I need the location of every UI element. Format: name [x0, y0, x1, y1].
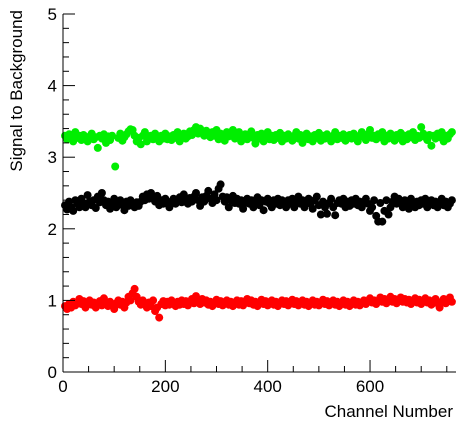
series-1-point-157: [382, 196, 391, 205]
series-0-point-16: [93, 143, 102, 152]
series-1-point-151: [370, 196, 379, 205]
series-1-point-168: [404, 204, 413, 213]
x-tick-label-3: 600: [356, 377, 384, 396]
series-1-point-125: [316, 210, 325, 219]
series-0-point-36: [136, 140, 145, 149]
series-0-point-90: [247, 127, 256, 136]
y-tick-label-2: 2: [48, 220, 57, 239]
series-1-point-155: [378, 217, 387, 226]
series-2-point-189: [447, 297, 456, 306]
series-1-point-123: [312, 192, 321, 201]
y-axis-label: Signal to Background: [7, 10, 26, 172]
series-1-point-11: [83, 191, 92, 200]
x-axis-label: Channel Number: [324, 402, 453, 421]
series-2-point-46: [155, 313, 164, 322]
tick-labels: 0 1 2 3 4 5 0 200 400 600: [48, 5, 385, 396]
series-2-point-32: [126, 296, 135, 305]
series-1-point-64: [192, 189, 200, 197]
series-0-point-148: [366, 126, 374, 134]
series-2-point-43: [149, 296, 158, 305]
series-1-point-70: [204, 186, 213, 195]
series-0-point-173: [417, 123, 426, 132]
y-tick-label-3: 3: [48, 148, 57, 167]
x-tick-label-2: 400: [254, 377, 282, 396]
x-tick-label-0: 0: [58, 377, 67, 396]
series-1-point-132: [331, 211, 340, 220]
y-tick-label-0: 0: [48, 363, 57, 382]
series-1-point-80: [224, 203, 233, 212]
y-tick-label-5: 5: [48, 5, 57, 24]
series-1-point-189: [447, 196, 456, 205]
y-tick-label-4: 4: [48, 77, 57, 96]
series-0-point-24: [111, 162, 120, 171]
series-1-point-10: [81, 203, 90, 212]
series-1-point-74: [212, 196, 221, 205]
series-2-point-34: [130, 284, 139, 293]
axis-ticks: [62, 13, 448, 373]
series-1-point-158: [384, 210, 393, 219]
series-0-point-23: [108, 131, 117, 140]
y-tick-label-1: 1: [48, 291, 57, 310]
series-0-point-81: [228, 126, 237, 134]
series-1-point-150: [368, 203, 377, 212]
series-1-point-4: [69, 206, 78, 215]
series-1-point-154: [376, 199, 385, 207]
series-0-point-178: [427, 141, 436, 150]
series-1-point-18: [97, 189, 106, 197]
data-points: [61, 123, 456, 322]
series-0-point-188: [447, 128, 456, 137]
x-tick-label-1: 200: [151, 377, 179, 396]
series-1-point-121: [308, 204, 317, 213]
series-1-point-76: [216, 180, 225, 189]
series-1-point-97: [259, 206, 268, 215]
series-1-point-128: [323, 209, 331, 218]
series-1-point-130: [327, 194, 336, 203]
series-1-point-15: [91, 204, 100, 212]
